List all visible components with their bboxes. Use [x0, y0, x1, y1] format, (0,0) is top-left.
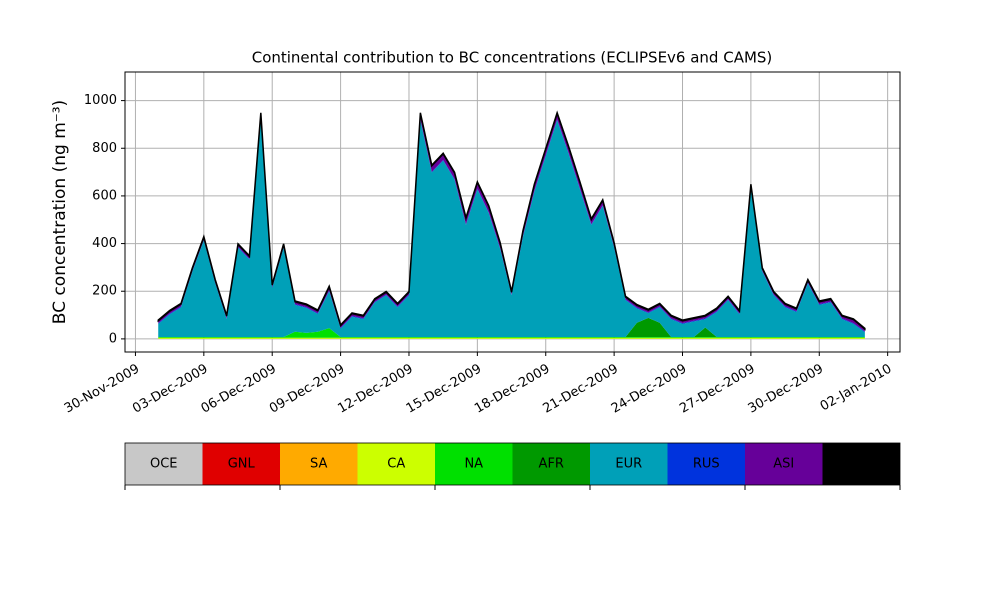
axes-frame — [124, 71, 901, 353]
legend-label: NA — [464, 457, 483, 472]
legend-label: EUR — [615, 457, 642, 472]
legend: OCE GNL SA CA NA AFR EUR RUS ASI AUS — [125, 443, 900, 485]
area — [158, 115, 865, 333]
legend-label: ASI — [773, 457, 794, 472]
chart-title: Continental contribution to BC concentra… — [252, 49, 773, 67]
area — [158, 116, 865, 337]
area — [157, 110, 866, 331]
legend-swatch — [202, 443, 280, 485]
y-tick-label: 400 — [92, 236, 117, 251]
legend-swatch — [745, 443, 823, 485]
legend-swatch — [125, 443, 203, 485]
area — [158, 328, 865, 338]
legend-label: GNL — [228, 457, 256, 472]
legend-swatch — [280, 443, 358, 485]
y-tick-label: 1000 — [84, 93, 117, 108]
legend-swatch — [512, 443, 590, 485]
legend-label: AFR — [539, 457, 564, 472]
legend-swatch — [357, 443, 435, 485]
legend-swatch — [822, 443, 900, 485]
legend-label: SA — [310, 457, 327, 472]
y-tick-label: 0 — [109, 331, 117, 346]
legend-ticks — [124, 485, 901, 490]
areas — [157, 110, 866, 339]
legend-label: OCE — [150, 457, 178, 472]
legend-label: CA — [387, 457, 405, 472]
legend-frame — [124, 442, 901, 486]
y-tick-label: 600 — [92, 188, 117, 203]
legend-swatch — [667, 443, 745, 485]
y-tick-label: 800 — [92, 141, 117, 156]
y-tick-label: 200 — [92, 284, 117, 299]
area — [158, 337, 865, 339]
legend-swatch — [435, 443, 513, 485]
area — [158, 113, 865, 332]
y-axis-label: BC concentration (ng m⁻³) — [50, 100, 70, 324]
legend-label: AUS — [848, 457, 875, 472]
legend-swatch — [590, 443, 668, 485]
legend-label: RUS — [693, 457, 720, 472]
